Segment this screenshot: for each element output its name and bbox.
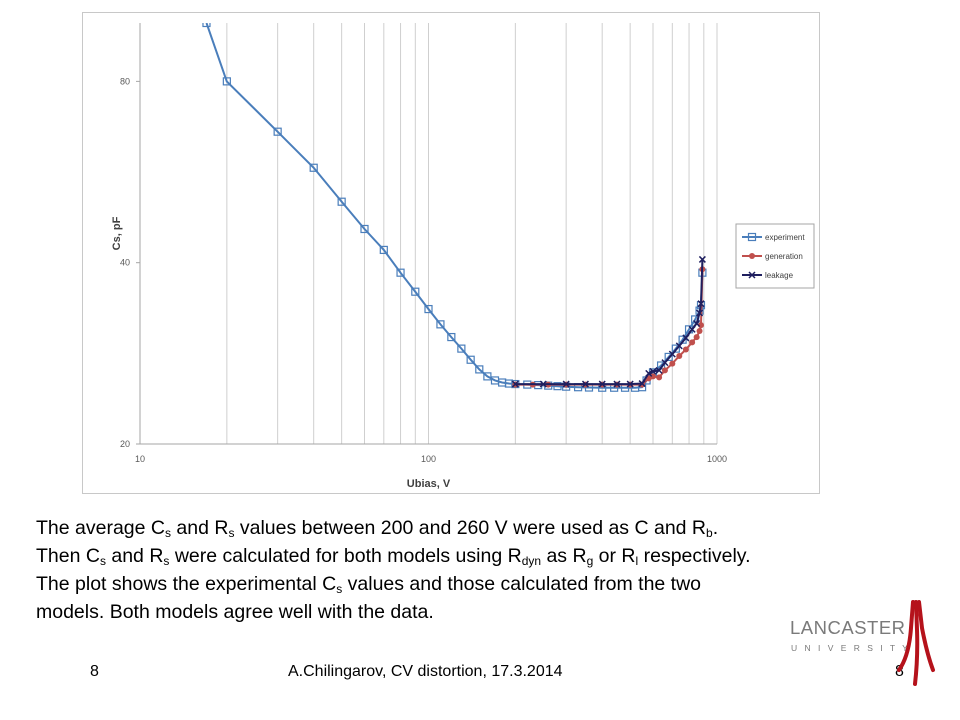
- data-point-leakage: [697, 300, 705, 308]
- y-axis-label: Cs, pF: [111, 216, 123, 250]
- data-point-generation: [661, 367, 668, 374]
- data-point-generation: [656, 374, 663, 381]
- x-tick-label: 100: [421, 454, 436, 464]
- data-point-leakage: [655, 366, 663, 374]
- x-tick-label: 1000: [707, 454, 727, 464]
- y-tick-label: 20: [120, 439, 130, 449]
- caption-line-1: The average Cs and Rs values between 200…: [36, 517, 719, 540]
- data-point-leakage: [688, 325, 696, 333]
- data-point-leakage: [696, 309, 704, 317]
- y-tick-label: 40: [120, 258, 130, 268]
- data-point-experiment: [436, 320, 445, 329]
- legend-marker-experiment: [747, 232, 757, 242]
- data-point-leakage: [626, 380, 634, 388]
- data-point-experiment: [447, 332, 456, 342]
- data-point-experiment: [671, 344, 680, 353]
- data-point-generation: [689, 339, 696, 346]
- lancaster-logo-graphic: LANCASTER U N I V E R S I T Y: [790, 600, 935, 686]
- x-axis-label: Ubias, V: [407, 478, 451, 490]
- data-point-experiment: [466, 355, 475, 364]
- data-point-experiment: [222, 77, 231, 86]
- data-point-leakage: [562, 380, 570, 388]
- legend-label: leakage: [765, 271, 794, 280]
- page-number-left: 8: [90, 663, 99, 680]
- data-point-generation: [669, 360, 676, 367]
- data-point-leakage: [645, 369, 653, 377]
- data-point-experiment: [360, 224, 369, 234]
- data-point-experiment: [396, 268, 405, 277]
- data-point-experiment: [664, 352, 673, 362]
- logo-text-university: U N I V E R S I T Y: [791, 643, 910, 653]
- data-point-leakage: [698, 255, 706, 263]
- data-point-experiment: [202, 23, 211, 28]
- data-point-leakage: [511, 380, 519, 388]
- y-tick-label: 80: [120, 76, 130, 86]
- data-point-leakage: [613, 380, 621, 388]
- lancaster-university-logo: LANCASTER U N I V E R S I T Y: [787, 598, 937, 688]
- data-point-leakage: [668, 350, 676, 358]
- data-point-experiment: [337, 197, 346, 206]
- data-point-leakage: [598, 380, 606, 388]
- legend-label: generation: [765, 252, 803, 261]
- caption: The average Cs and Rs values between 200…: [36, 514, 941, 626]
- series-leakage: [511, 255, 706, 388]
- caption-line-2: Then Cs and Rs were calculated for both …: [36, 545, 751, 568]
- data-point-experiment: [475, 365, 484, 374]
- data-point-experiment: [309, 163, 318, 172]
- legend-marker-leakage: [748, 271, 756, 279]
- data-point-leakage: [661, 359, 669, 367]
- data-point-generation: [676, 352, 683, 359]
- logo-text-lancaster: LANCASTER: [790, 617, 906, 638]
- data-point-experiment: [424, 304, 433, 314]
- data-point-generation: [697, 322, 704, 329]
- data-point-leakage: [638, 380, 646, 388]
- data-point-leakage: [675, 342, 683, 350]
- legend-label: experiment: [765, 233, 805, 242]
- data-point-experiment: [411, 287, 420, 296]
- data-point-leakage: [539, 380, 547, 388]
- data-point-experiment: [457, 344, 466, 353]
- data-point-experiment: [273, 127, 282, 136]
- chart: 10 100 1000 20 40 80 Ubias, V Cs, pF experiment g…: [111, 23, 815, 490]
- chart-frame: 10 100 1000 20 40 80 Ubias, V Cs, pF experiment g…: [82, 12, 820, 494]
- legend-marker-generation: [749, 253, 755, 259]
- series-line-generation: [515, 269, 704, 386]
- data-point-experiment: [379, 245, 388, 255]
- lancaster-mark-icon: [897, 600, 935, 686]
- series-generation: [512, 266, 706, 388]
- data-point-leakage: [693, 319, 701, 328]
- data-point-leakage: [581, 380, 589, 388]
- data-point-generation: [693, 334, 700, 341]
- caption-line-3: The plot shows the experimental Cs value…: [36, 573, 702, 596]
- data-point-leakage: [682, 334, 690, 342]
- data-point-generation: [696, 328, 703, 335]
- data-point-leakage: [649, 367, 657, 375]
- caption-line-4: models. Both models agree well with the …: [36, 601, 434, 623]
- data-point-generation: [649, 373, 656, 380]
- x-tick-label: 10: [135, 454, 145, 464]
- data-point-generation: [682, 346, 689, 353]
- footer-title: A.Chilingarov, CV distortion, 17.3.2014: [288, 663, 563, 680]
- data-point-experiment: [553, 382, 562, 391]
- legend: experiment generation leakage: [735, 223, 815, 289]
